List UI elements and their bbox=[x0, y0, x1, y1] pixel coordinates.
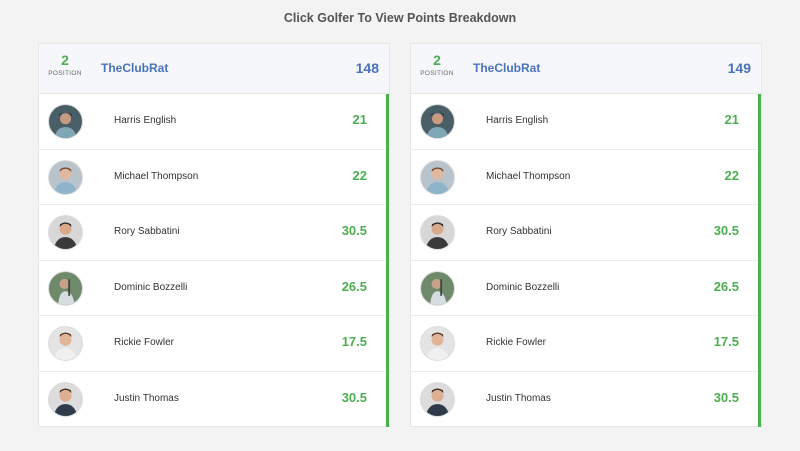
team-total-points: 148 bbox=[355, 60, 379, 76]
golfer-name: Justin Thomas bbox=[486, 392, 551, 404]
golfer-name: Rickie Fowler bbox=[486, 337, 547, 348]
golfer-points: 30.5 bbox=[713, 223, 739, 238]
golfer-avatar-icon bbox=[420, 215, 455, 250]
golfer-row[interactable]: Michael Thompson 22 bbox=[39, 150, 387, 205]
golfer-avatar-icon bbox=[420, 381, 455, 417]
leaderboard-panels: 2 POSITION TheClubRat 148 Harris English… bbox=[38, 43, 762, 427]
golfer-avatar-icon bbox=[420, 104, 455, 139]
golfer-list: Harris English 21 Michael Thompson 22 Ro… bbox=[39, 94, 387, 427]
golfer-row[interactable]: Harris English 21 bbox=[411, 94, 759, 150]
golfer-name: Justin Thomas bbox=[114, 392, 179, 404]
team-name[interactable]: TheClubRat bbox=[473, 61, 541, 75]
golfer-name: Harris English bbox=[486, 115, 549, 126]
team-name[interactable]: TheClubRat bbox=[101, 61, 169, 75]
position-number: 2 bbox=[433, 52, 441, 68]
golfer-points: 30.5 bbox=[341, 223, 367, 238]
golfer-avatar-icon bbox=[420, 326, 455, 361]
golfer-points: 30.5 bbox=[713, 389, 739, 405]
golfer-points: 17.5 bbox=[713, 334, 739, 349]
golfer-name: Rory Sabbatini bbox=[114, 226, 180, 237]
golfer-row[interactable]: Justin Thomas 30.5 bbox=[411, 372, 759, 428]
position-label: POSITION bbox=[420, 70, 454, 77]
golfer-points: 26.5 bbox=[713, 278, 739, 294]
golfer-points: 17.5 bbox=[341, 334, 367, 349]
golfer-name: Michael Thompson bbox=[114, 170, 199, 182]
golfer-avatar-icon bbox=[420, 159, 455, 195]
team-panel: 2 POSITION TheClubRat 149 Harris English… bbox=[410, 43, 762, 427]
golfer-avatar-icon bbox=[48, 270, 83, 306]
golfer-points: 21 bbox=[352, 112, 367, 127]
golfer-avatar-icon bbox=[48, 215, 83, 250]
golfer-row[interactable]: Michael Thompson 22 bbox=[411, 150, 759, 205]
golfer-name: Harris English bbox=[114, 115, 177, 126]
golfer-list: Harris English 21 Michael Thompson 22 Ro… bbox=[411, 94, 759, 427]
golfer-points: 21 bbox=[724, 112, 739, 127]
golfer-points: 26.5 bbox=[341, 278, 367, 294]
golfer-name: Michael Thompson bbox=[486, 170, 571, 182]
golfer-points: 22 bbox=[724, 167, 739, 183]
golfer-row[interactable]: Rickie Fowler 17.5 bbox=[411, 316, 759, 372]
golfer-avatar-icon bbox=[48, 381, 83, 417]
golfer-row[interactable]: Justin Thomas 30.5 bbox=[39, 372, 387, 428]
golfer-row[interactable]: Dominic Bozzelli 26.5 bbox=[411, 261, 759, 316]
status-accent-bar bbox=[386, 94, 389, 427]
golfer-name: Dominic Bozzelli bbox=[486, 281, 560, 293]
golfer-row[interactable]: Rory Sabbatini 30.5 bbox=[39, 205, 387, 261]
page-title: Click Golfer To View Points Breakdown bbox=[283, 11, 517, 25]
golfer-avatar-icon bbox=[48, 326, 83, 361]
golfer-row[interactable]: Rory Sabbatini 30.5 bbox=[411, 205, 759, 261]
position-box: 2 POSITION bbox=[417, 51, 457, 79]
golfer-row[interactable]: Dominic Bozzelli 26.5 bbox=[39, 261, 387, 316]
position-label: POSITION bbox=[48, 70, 82, 77]
golfer-row[interactable]: Harris English 21 bbox=[39, 94, 387, 150]
golfer-name: Rickie Fowler bbox=[114, 337, 175, 348]
team-header: 2 POSITION TheClubRat 149 bbox=[411, 44, 761, 94]
position-number: 2 bbox=[61, 52, 69, 68]
golfer-avatar-icon bbox=[48, 159, 83, 195]
golfer-avatar-icon bbox=[48, 104, 83, 139]
team-panel: 2 POSITION TheClubRat 148 Harris English… bbox=[38, 43, 390, 427]
team-total-points: 149 bbox=[727, 60, 751, 76]
golfer-points: 30.5 bbox=[341, 389, 367, 405]
golfer-avatar-icon bbox=[420, 270, 455, 306]
golfer-points: 22 bbox=[352, 167, 367, 183]
golfer-name: Rory Sabbatini bbox=[486, 226, 552, 237]
status-accent-bar bbox=[758, 94, 761, 427]
position-box: 2 POSITION bbox=[45, 51, 85, 79]
golfer-row[interactable]: Rickie Fowler 17.5 bbox=[39, 316, 387, 372]
golfer-name: Dominic Bozzelli bbox=[114, 281, 188, 293]
team-header: 2 POSITION TheClubRat 148 bbox=[39, 44, 389, 94]
